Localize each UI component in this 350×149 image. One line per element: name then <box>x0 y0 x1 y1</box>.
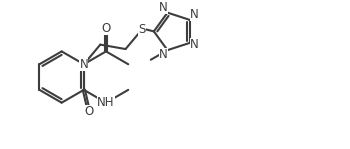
Text: N: N <box>159 48 168 61</box>
Text: N: N <box>79 58 88 71</box>
Text: N: N <box>190 8 199 21</box>
Text: O: O <box>102 22 111 35</box>
Text: O: O <box>84 105 93 118</box>
Text: N: N <box>190 38 199 51</box>
Text: N: N <box>159 1 168 14</box>
Text: S: S <box>138 23 146 36</box>
Text: NH: NH <box>97 96 115 109</box>
